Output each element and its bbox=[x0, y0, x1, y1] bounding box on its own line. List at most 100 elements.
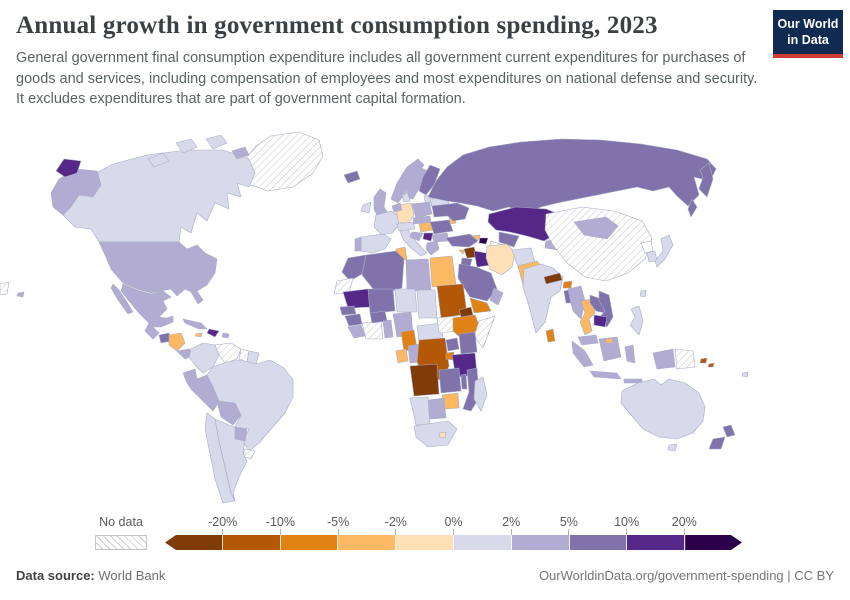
country-greenland[interactable] bbox=[242, 131, 324, 192]
country-ireland[interactable] bbox=[360, 201, 372, 214]
country-niger[interactable] bbox=[394, 288, 418, 313]
country-bulgaria[interactable] bbox=[431, 232, 450, 243]
country-paraguay[interactable] bbox=[234, 426, 248, 442]
country-myanmar[interactable] bbox=[567, 285, 586, 320]
country-russia[interactable] bbox=[427, 138, 717, 214]
legend-band-0[interactable] bbox=[165, 535, 223, 550]
country-hispaniola[interactable] bbox=[206, 328, 220, 338]
country-kamchatka[interactable] bbox=[698, 162, 714, 198]
country-puerto-rico[interactable] bbox=[221, 332, 230, 339]
legend-band-3[interactable] bbox=[338, 535, 397, 550]
country-venezuela[interactable] bbox=[214, 342, 242, 364]
country-west-papua[interactable] bbox=[652, 348, 676, 370]
country-gabon[interactable] bbox=[395, 348, 409, 364]
country-china[interactable] bbox=[544, 206, 653, 282]
footer-link[interactable]: OurWorldinData.org/government-spending |… bbox=[538, 568, 834, 583]
country-iceland[interactable] bbox=[343, 170, 361, 184]
country-solomon-islands-1[interactable] bbox=[699, 357, 708, 364]
country-hawaii[interactable] bbox=[16, 291, 25, 298]
country-alaska[interactable] bbox=[50, 168, 102, 216]
no-data-swatch[interactable] bbox=[95, 535, 147, 550]
country-portugal[interactable] bbox=[354, 236, 362, 252]
country-arctic-island-4[interactable] bbox=[231, 146, 250, 160]
country-brunei[interactable] bbox=[604, 337, 614, 344]
country-mali[interactable] bbox=[367, 288, 396, 314]
country-croatia-bosnia[interactable] bbox=[409, 231, 424, 242]
country-italy[interactable] bbox=[399, 228, 428, 257]
country-namibia[interactable] bbox=[409, 396, 431, 426]
country-turkey[interactable] bbox=[445, 233, 479, 248]
legend-band-4[interactable] bbox=[396, 535, 454, 550]
country-united-kingdom[interactable] bbox=[373, 188, 390, 220]
country-cyprus[interactable] bbox=[458, 249, 466, 255]
legend-band-2[interactable] bbox=[280, 535, 339, 550]
country-egypt[interactable] bbox=[429, 255, 457, 288]
country-sri-lanka[interactable] bbox=[545, 328, 556, 343]
country-sulawesi[interactable] bbox=[624, 344, 636, 364]
country-fiji[interactable] bbox=[741, 371, 749, 378]
country-romania[interactable] bbox=[429, 219, 454, 235]
country-senegal[interactable] bbox=[339, 305, 357, 316]
country-finland[interactable] bbox=[418, 164, 441, 196]
country-mongolia[interactable] bbox=[573, 216, 619, 240]
legend-band-9[interactable] bbox=[685, 535, 742, 550]
country-kenya[interactable] bbox=[458, 331, 478, 355]
country-botswana[interactable] bbox=[427, 397, 447, 420]
country-australia[interactable] bbox=[620, 378, 706, 440]
country-benelux[interactable] bbox=[391, 202, 403, 213]
country-norway[interactable] bbox=[390, 158, 425, 204]
country-brazil[interactable] bbox=[206, 359, 294, 452]
country-morocco[interactable] bbox=[341, 254, 367, 282]
country-honduras-nicaragua[interactable] bbox=[168, 332, 186, 352]
legend-band-1[interactable] bbox=[222, 535, 281, 550]
country-philippines[interactable] bbox=[629, 305, 644, 336]
country-france[interactable] bbox=[373, 210, 400, 236]
country-arctic-island-1[interactable] bbox=[147, 152, 170, 168]
country-algeria[interactable] bbox=[361, 250, 405, 296]
legend-band-7[interactable] bbox=[569, 535, 628, 550]
country-zambia[interactable] bbox=[438, 367, 462, 394]
country-ukraine[interactable] bbox=[431, 202, 470, 222]
country-poland[interactable] bbox=[411, 201, 433, 219]
country-pacific-wrap[interactable] bbox=[0, 281, 10, 296]
country-nepal[interactable] bbox=[543, 272, 563, 285]
country-mexico[interactable] bbox=[120, 283, 174, 340]
country-iran[interactable] bbox=[485, 243, 516, 276]
country-denmark[interactable] bbox=[401, 192, 411, 203]
country-bhutan[interactable] bbox=[562, 280, 573, 289]
country-sumatra[interactable] bbox=[571, 340, 594, 368]
country-south-africa[interactable] bbox=[413, 420, 458, 448]
country-mauritania[interactable] bbox=[342, 288, 372, 309]
country-sakhalin[interactable] bbox=[687, 198, 698, 218]
country-libya[interactable] bbox=[405, 258, 432, 292]
country-chukotka-wrap[interactable] bbox=[55, 158, 82, 178]
country-cuba[interactable] bbox=[182, 318, 208, 330]
country-guinea[interactable] bbox=[344, 313, 363, 327]
legend-band-8[interactable] bbox=[627, 535, 686, 550]
country-lesotho[interactable] bbox=[438, 431, 447, 439]
country-yemen[interactable] bbox=[469, 297, 492, 314]
country-tasmania[interactable] bbox=[667, 443, 678, 452]
country-borneo[interactable] bbox=[598, 336, 622, 362]
country-java[interactable] bbox=[589, 370, 622, 380]
country-uganda[interactable] bbox=[445, 337, 460, 352]
legend-band-5[interactable] bbox=[453, 535, 512, 550]
country-solomon-islands-2[interactable] bbox=[707, 362, 715, 368]
country-sierra-leone-liberia[interactable] bbox=[347, 324, 366, 339]
country-angola[interactable] bbox=[409, 363, 440, 397]
country-togo-benin[interactable] bbox=[382, 319, 394, 339]
country-malaysia[interactable] bbox=[577, 334, 599, 346]
country-azerbaijan-armenia[interactable] bbox=[478, 237, 489, 245]
country-arctic-island-2[interactable] bbox=[175, 138, 198, 154]
country-kazakhstan[interactable] bbox=[487, 206, 565, 242]
country-serbia[interactable] bbox=[422, 232, 434, 242]
country-arctic-island-3[interactable] bbox=[205, 134, 228, 150]
country-greece[interactable] bbox=[425, 240, 440, 256]
country-usa[interactable] bbox=[98, 241, 218, 305]
country-switzerland-austria[interactable] bbox=[396, 221, 416, 232]
country-new-zealand-north[interactable] bbox=[722, 424, 736, 438]
country-baja[interactable] bbox=[110, 283, 134, 315]
country-madagascar[interactable] bbox=[473, 376, 488, 412]
country-chad[interactable] bbox=[416, 289, 438, 319]
country-spain[interactable] bbox=[360, 233, 392, 254]
